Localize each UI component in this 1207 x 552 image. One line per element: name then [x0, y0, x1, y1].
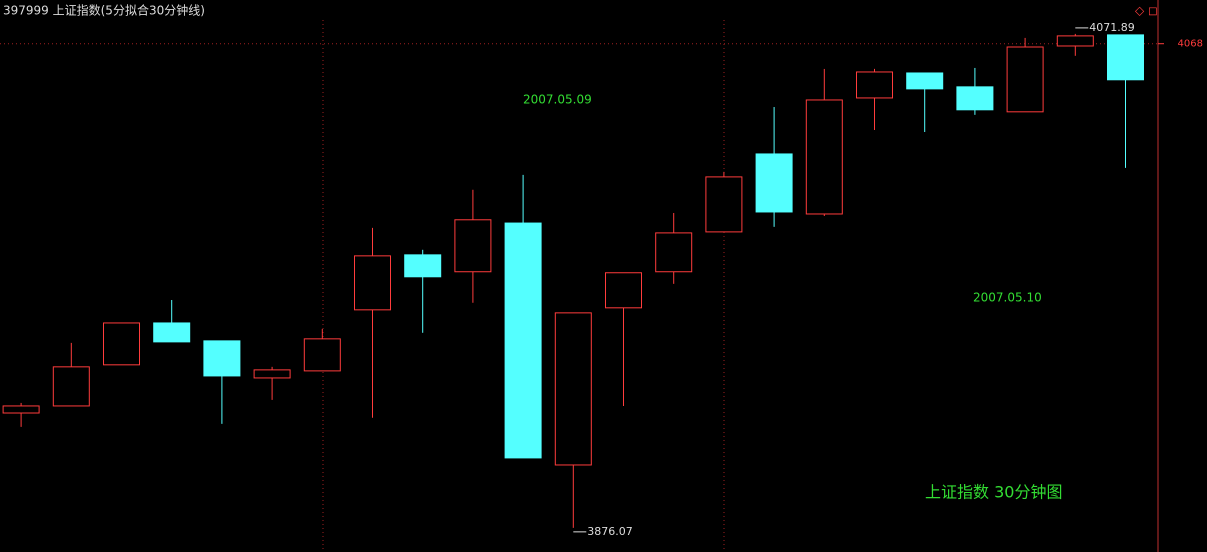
- candle-body: [554, 312, 592, 466]
- candle-body: [805, 99, 843, 215]
- candle-body: [1056, 35, 1094, 47]
- candle-body: [203, 340, 241, 377]
- candle-body: [454, 219, 492, 273]
- candle-body: [906, 72, 944, 90]
- candle-body: [1107, 34, 1144, 81]
- chart-title: 397999 上证指数(5分拟合30分钟线): [3, 3, 205, 18]
- candle-body: [2, 405, 40, 414]
- candle-body: [956, 86, 994, 111]
- candle-body: [504, 222, 542, 459]
- date-label: 2007.05.09: [523, 93, 592, 107]
- candle-body: [52, 366, 90, 407]
- candle-body: [605, 272, 642, 309]
- window-icons[interactable]: ◇ ◻: [1135, 4, 1158, 18]
- low-label: 3876.07: [587, 525, 633, 538]
- candle-body: [705, 176, 743, 233]
- candle-body: [655, 232, 693, 273]
- date-label: 2007.05.10: [973, 291, 1042, 305]
- candle-body: [755, 153, 793, 213]
- high-label: 4071.89: [1089, 21, 1135, 34]
- candle-body: [253, 369, 291, 379]
- candle-body: [354, 255, 391, 311]
- caption: 上证指数 30分钟图: [925, 483, 1062, 502]
- y-tick-label: 4068: [1178, 39, 1203, 50]
- candle-body: [303, 338, 341, 372]
- candle-body: [153, 322, 191, 343]
- candle-body: [404, 254, 442, 278]
- candle-body: [103, 322, 140, 366]
- candle-body: [856, 71, 893, 99]
- candle-body: [1006, 46, 1044, 113]
